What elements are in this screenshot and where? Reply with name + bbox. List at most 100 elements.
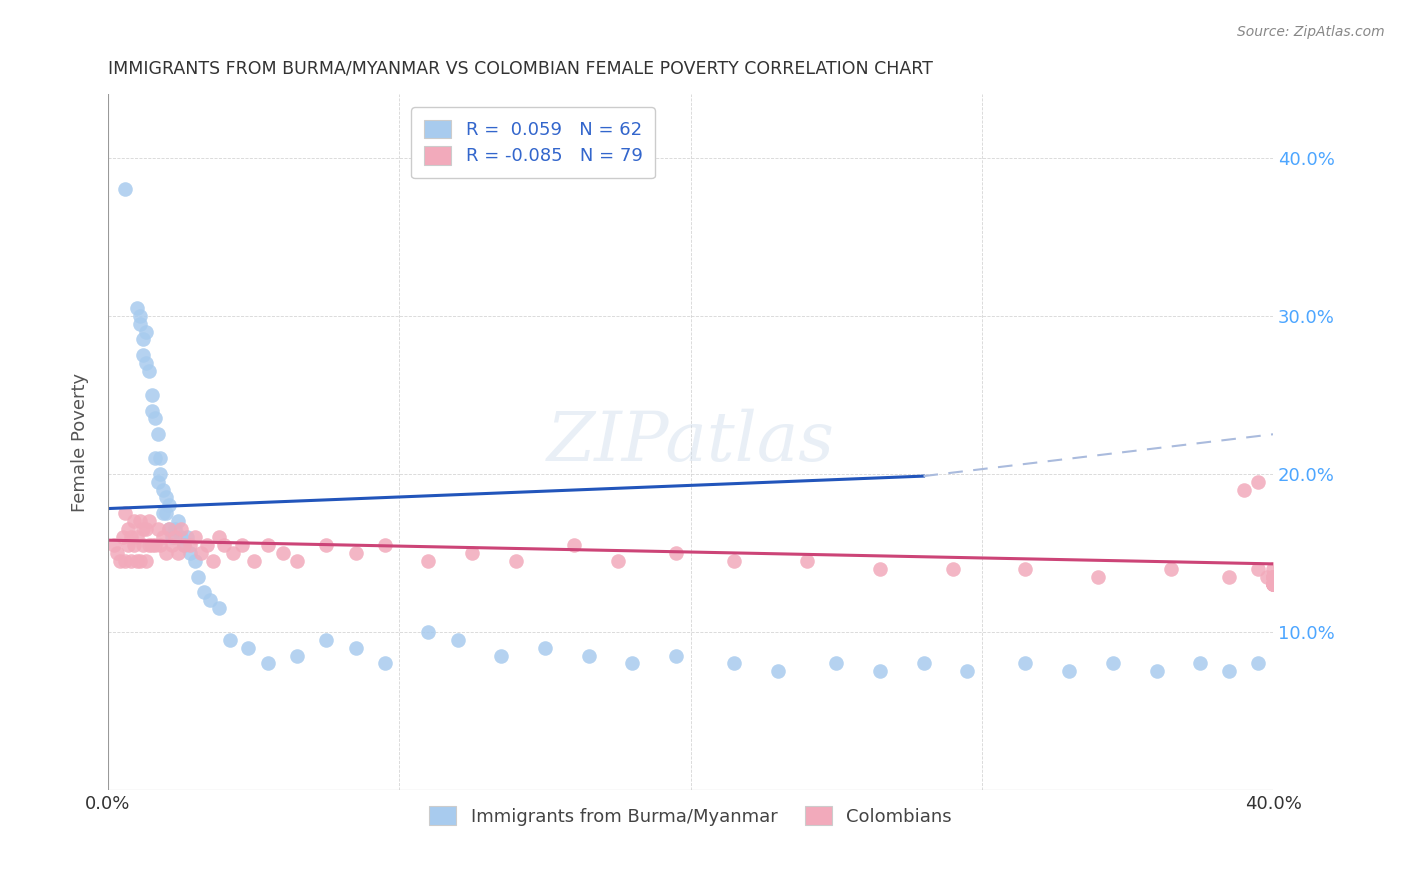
Text: Source: ZipAtlas.com: Source: ZipAtlas.com: [1237, 25, 1385, 39]
Point: [114, 554, 136, 568]
Point: [1261, 577, 1284, 591]
Point: [103, 538, 125, 552]
Point: [179, 538, 201, 552]
Point: [167, 514, 190, 528]
Point: [562, 538, 585, 552]
Point: [120, 554, 142, 568]
Point: [135, 554, 157, 568]
Point: [723, 554, 745, 568]
Point: [198, 593, 221, 607]
Point: [208, 530, 231, 544]
Point: [1261, 569, 1284, 583]
Point: [214, 538, 236, 552]
Point: [1247, 561, 1270, 575]
Point: [1261, 569, 1284, 583]
Point: [1261, 577, 1284, 591]
Point: [1261, 577, 1284, 591]
Point: [155, 546, 177, 560]
Point: [1261, 577, 1284, 591]
Point: [122, 538, 145, 552]
Point: [152, 483, 174, 497]
Point: [179, 546, 201, 560]
Point: [1261, 577, 1284, 591]
Text: IMMIGRANTS FROM BURMA/MYANMAR VS COLOMBIAN FEMALE POVERTY CORRELATION CHART: IMMIGRANTS FROM BURMA/MYANMAR VS COLOMBI…: [108, 60, 932, 78]
Point: [117, 538, 139, 552]
Point: [418, 624, 440, 639]
Point: [163, 530, 186, 544]
Point: [114, 506, 136, 520]
Point: [621, 657, 644, 671]
Point: [173, 538, 195, 552]
Point: [1261, 569, 1284, 583]
Point: [117, 522, 139, 536]
Point: [160, 530, 183, 544]
Point: [222, 546, 245, 560]
Point: [141, 538, 163, 552]
Point: [129, 514, 152, 528]
Point: [1189, 657, 1212, 671]
Point: [187, 569, 209, 583]
Point: [149, 538, 172, 552]
Point: [912, 657, 935, 671]
Point: [446, 632, 468, 647]
Point: [236, 640, 259, 655]
Point: [942, 561, 965, 575]
Point: [149, 450, 172, 465]
Point: [132, 522, 155, 536]
Point: [108, 554, 131, 568]
Point: [122, 514, 145, 528]
Point: [193, 585, 215, 599]
Point: [132, 333, 155, 347]
Point: [120, 530, 142, 544]
Point: [231, 538, 253, 552]
Point: [344, 546, 367, 560]
Point: [285, 648, 308, 663]
Point: [163, 522, 186, 536]
Point: [1101, 657, 1123, 671]
Point: [344, 640, 367, 655]
Point: [152, 530, 174, 544]
Point: [138, 538, 160, 552]
Point: [135, 522, 157, 536]
Point: [219, 632, 242, 647]
Point: [129, 317, 152, 331]
Point: [143, 450, 166, 465]
Point: [374, 657, 396, 671]
Point: [418, 554, 440, 568]
Point: [825, 657, 848, 671]
Point: [315, 538, 337, 552]
Point: [1218, 665, 1240, 679]
Point: [1261, 561, 1284, 575]
Point: [1233, 483, 1256, 497]
Point: [170, 522, 193, 536]
Point: [665, 546, 688, 560]
Point: [869, 561, 891, 575]
Point: [135, 356, 157, 370]
Point: [173, 538, 195, 552]
Point: [135, 325, 157, 339]
Point: [143, 538, 166, 552]
Point: [157, 499, 180, 513]
Point: [723, 657, 745, 671]
Point: [146, 522, 169, 536]
Point: [461, 546, 484, 560]
Point: [105, 546, 128, 560]
Point: [157, 522, 180, 536]
Point: [155, 491, 177, 505]
Point: [157, 522, 180, 536]
Point: [766, 665, 789, 679]
Point: [201, 554, 224, 568]
Point: [1057, 665, 1080, 679]
Point: [1146, 665, 1168, 679]
Point: [141, 388, 163, 402]
Point: [127, 301, 149, 315]
Point: [132, 348, 155, 362]
Point: [1160, 561, 1182, 575]
Point: [505, 554, 527, 568]
Point: [1261, 577, 1284, 591]
Point: [138, 364, 160, 378]
Point: [195, 538, 218, 552]
Point: [869, 665, 891, 679]
Point: [242, 554, 264, 568]
Point: [534, 640, 557, 655]
